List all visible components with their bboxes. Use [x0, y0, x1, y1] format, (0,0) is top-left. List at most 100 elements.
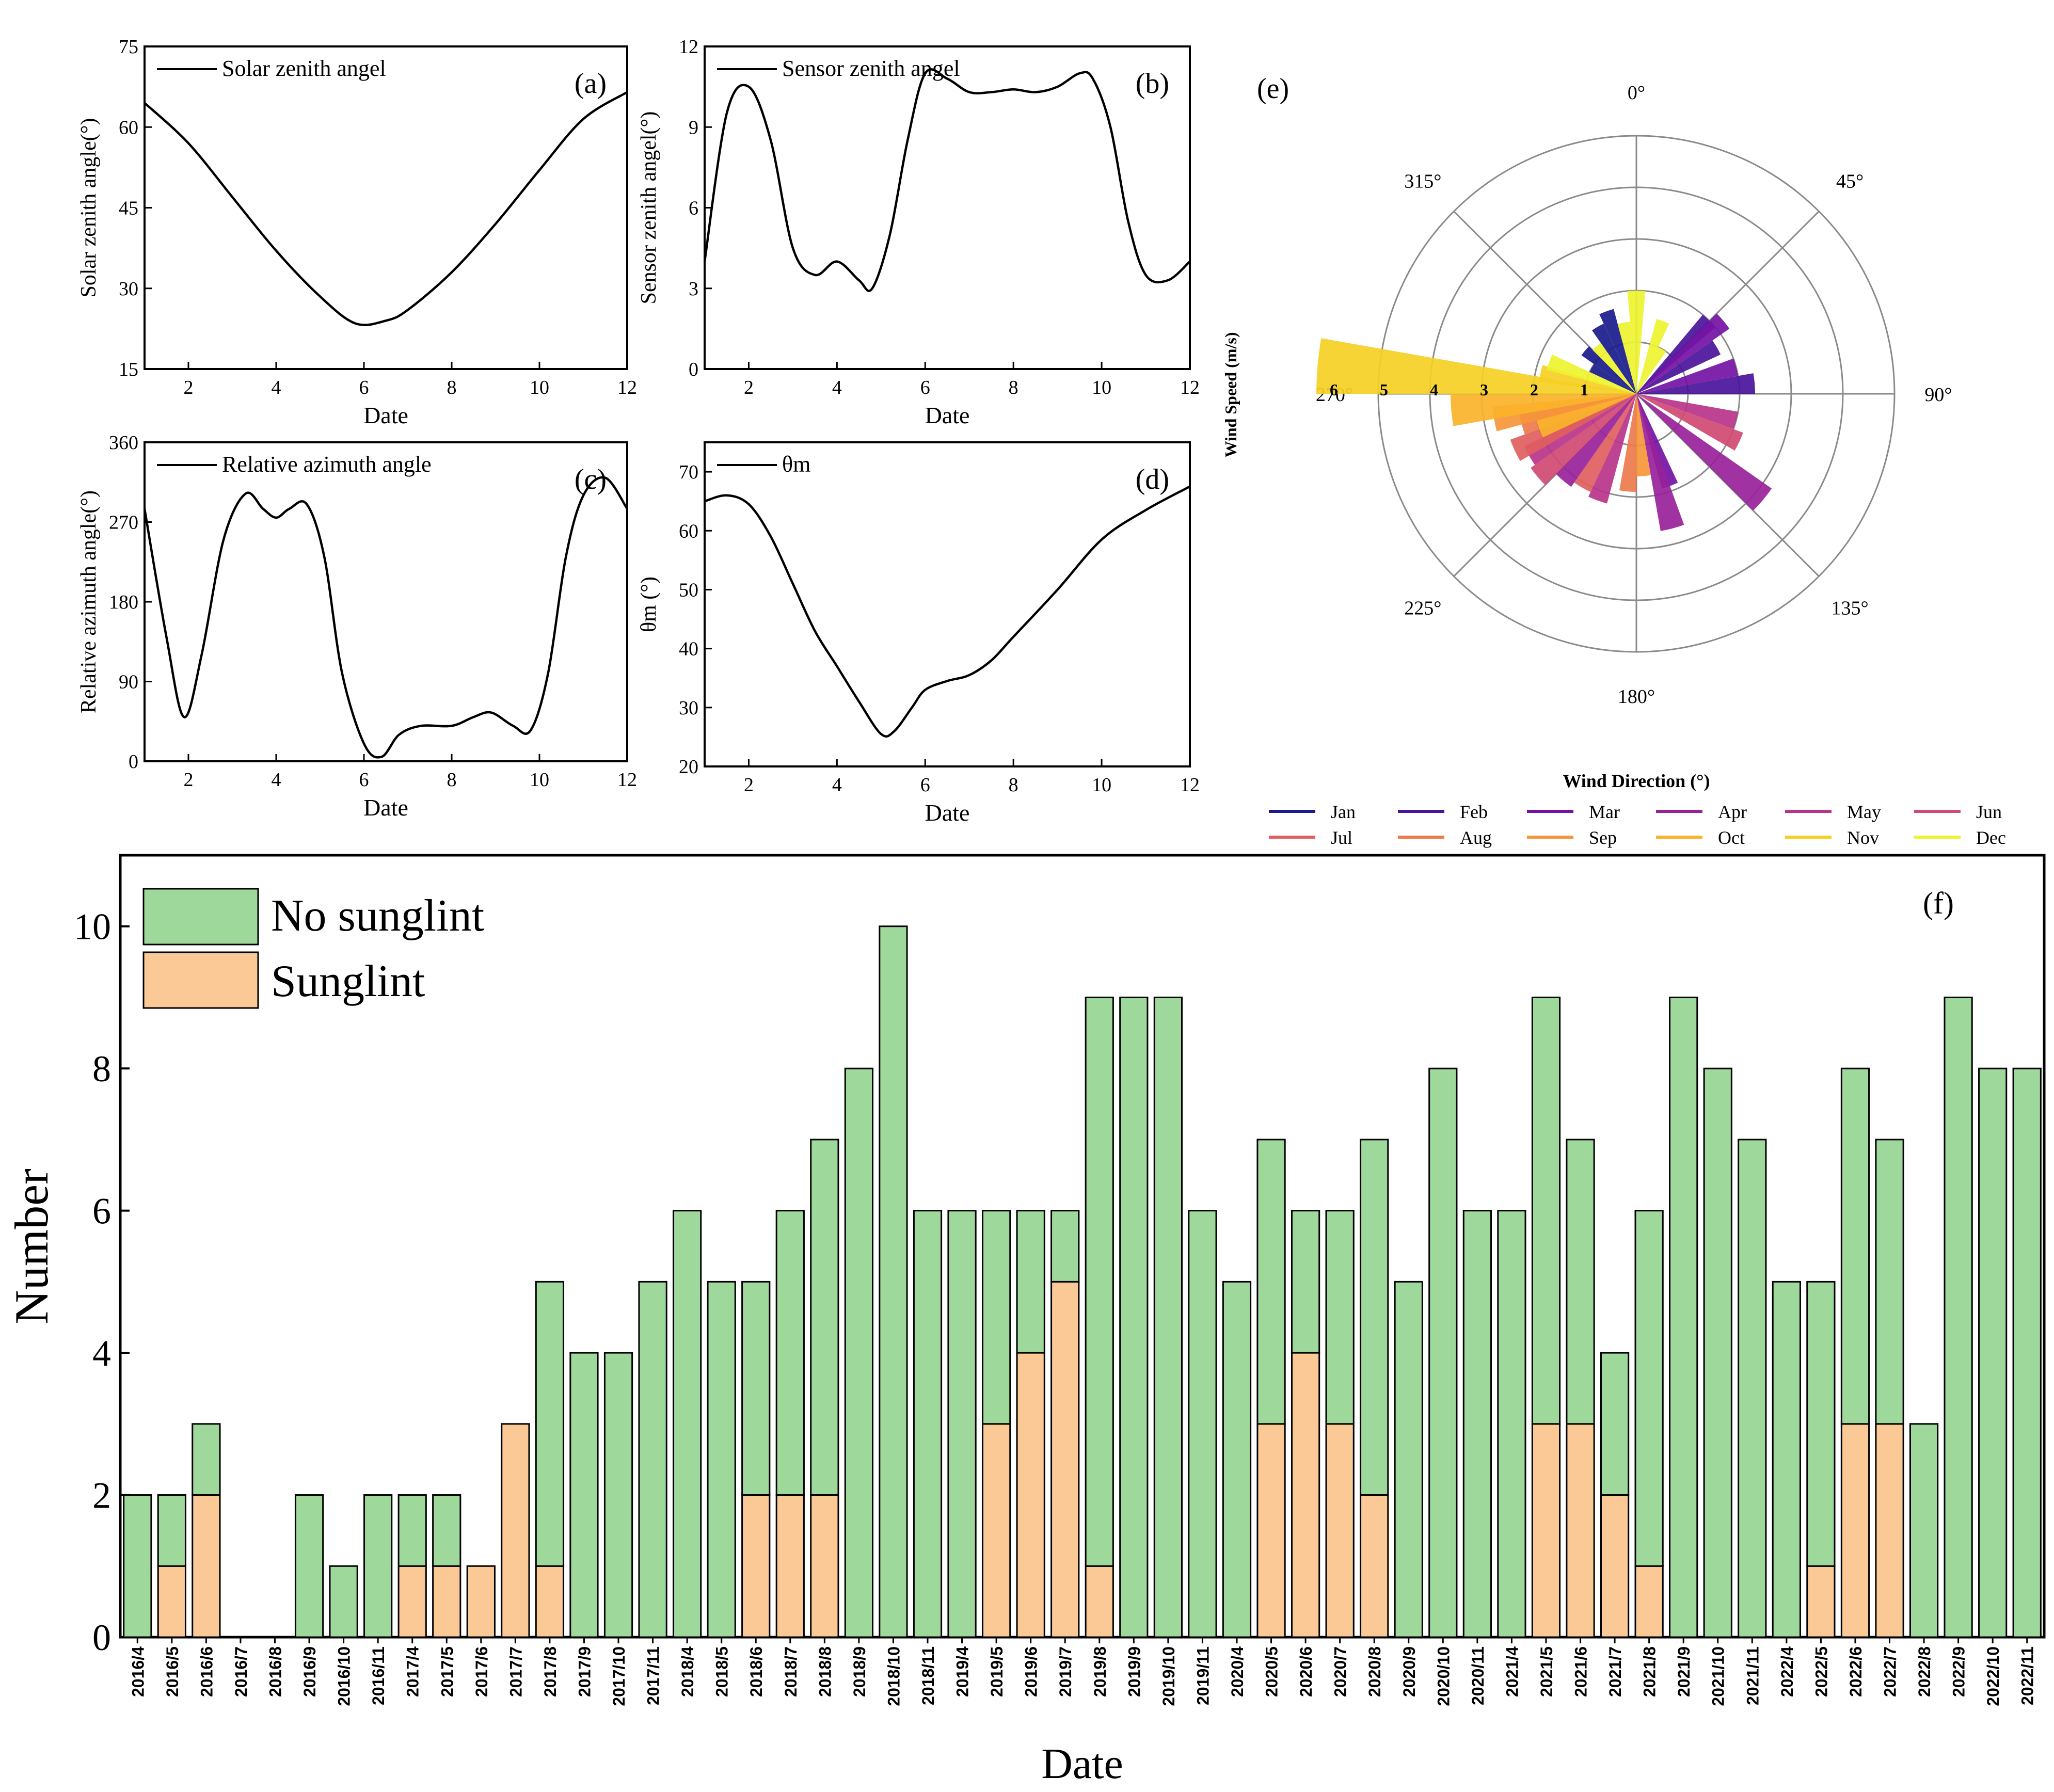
x-tick-label: 10	[1092, 774, 1111, 796]
wind-bar-oct	[1451, 394, 1636, 426]
bar-no-sunglint	[844, 1067, 874, 1638]
y-tick-label: 0	[92, 1617, 111, 1658]
wind-bar-feb	[1636, 373, 1755, 394]
bar-sunglint	[1875, 1423, 1904, 1638]
radial-tick-label: 4	[1430, 380, 1438, 399]
bar-sunglint	[810, 1494, 839, 1638]
x-axis-title: Date	[925, 402, 970, 428]
x-tick-label: 2017/9	[575, 1646, 594, 1697]
y-tick-label: 2	[92, 1475, 111, 1516]
bar-no-sunglint	[1806, 1281, 1836, 1567]
y-axis-title: Sensor zenith angel(°)	[637, 111, 661, 305]
legend-label: No sunglint	[271, 891, 484, 941]
x-tick-label: 2017/5	[438, 1646, 456, 1697]
y-tick-label: 90	[119, 671, 138, 693]
x-tick-label: 6	[920, 774, 930, 796]
wind-bar-aug	[1619, 394, 1636, 492]
bar-no-sunglint	[1703, 1067, 1732, 1638]
bar-sunglint	[1325, 1423, 1355, 1638]
y-tick-label: 4	[92, 1333, 111, 1374]
x-tick-label: 2019/9	[1125, 1646, 1143, 1697]
bar-sunglint	[775, 1494, 805, 1638]
x-tick-label: 2020/5	[1263, 1646, 1281, 1697]
bar-no-sunglint	[775, 1210, 805, 1496]
x-tick-label: 2017/7	[506, 1646, 525, 1697]
angle-label: 315°	[1404, 170, 1441, 192]
bar-sunglint	[1600, 1494, 1630, 1638]
y-tick-label: 0	[129, 751, 138, 773]
x-tick-label: 2018/8	[816, 1646, 834, 1697]
angle-label: 90°	[1924, 384, 1952, 406]
x-tick-label: 2016/9	[300, 1646, 319, 1697]
panel-e-wind-rose: (e) 0°45°90°135°180°225°270°315°123456Win…	[1221, 73, 2006, 848]
bar-sunglint	[466, 1565, 496, 1638]
wind-bar-dec	[1617, 322, 1636, 394]
bar-no-sunglint	[1772, 1281, 1801, 1638]
legend-label: Sunglint	[271, 956, 425, 1006]
series-line	[704, 485, 1191, 738]
bar-sunglint	[1291, 1352, 1320, 1638]
x-tick-label: 2018/11	[919, 1646, 937, 1705]
x-tick-label: 2019/5	[988, 1646, 1006, 1697]
x-tick-label: 2020/4	[1228, 1646, 1247, 1697]
y-tick-label: 70	[679, 461, 698, 483]
x-tick-label: 2021/4	[1503, 1646, 1521, 1697]
x-tick-label: 2019/4	[953, 1646, 972, 1697]
x-tick-label: 2016/8	[266, 1646, 284, 1697]
x-tick-label: 2022/6	[1846, 1646, 1865, 1697]
bar-no-sunglint	[1497, 1210, 1526, 1638]
y-tick-label: 60	[679, 520, 698, 542]
x-tick-label: 2020/10	[1434, 1646, 1453, 1706]
x-tick-label: 2022/4	[1778, 1646, 1796, 1697]
y-axis-title: Solar zenith angle(°)	[77, 118, 101, 298]
bar-sunglint	[157, 1565, 186, 1638]
wind-bar-jan	[1599, 309, 1636, 394]
x-tick-label: 4	[832, 774, 842, 796]
x-tick-label: 2016/11	[369, 1646, 388, 1705]
x-tick-label: 8	[447, 769, 457, 791]
x-tick-label: 2022/9	[1950, 1646, 1968, 1697]
wind-bar-feb	[1636, 340, 1721, 394]
x-tick-label: 2018/5	[713, 1646, 731, 1697]
wind-bar-dec	[1627, 291, 1646, 394]
x-tick-label: 2020/11	[1469, 1646, 1487, 1705]
bar-sunglint	[501, 1423, 530, 1638]
x-tick-label: 2016/5	[163, 1646, 182, 1697]
bar-no-sunglint	[1738, 1139, 1767, 1638]
bar-no-sunglint	[2012, 1067, 2042, 1638]
x-tick-label: 2	[184, 377, 194, 398]
angle-label: 180°	[1618, 686, 1655, 708]
x-tick-label: 8	[447, 377, 457, 398]
wind-bar-jan	[1592, 324, 1636, 394]
panel-label: (c)	[575, 463, 607, 495]
legend-month-label: Aug	[1460, 827, 1492, 848]
panel-label: (b)	[1136, 68, 1169, 100]
wind-bar-oct	[1536, 394, 1636, 438]
wind-bar-mar	[1636, 358, 1738, 394]
bar-no-sunglint	[1256, 1139, 1286, 1425]
bar-no-sunglint	[1875, 1139, 1904, 1425]
x-tick-label: 8	[1009, 377, 1018, 398]
y-axis-title: Number	[5, 1169, 58, 1324]
bar-no-sunglint	[432, 1494, 461, 1567]
series-line	[143, 476, 628, 759]
x-tick-label: 2019/11	[1193, 1646, 1212, 1705]
wind-bar-jan	[1581, 346, 1636, 394]
x-tick-label: 2	[744, 377, 754, 398]
bar-sunglint	[432, 1565, 461, 1638]
legend-month-label: Nov	[1847, 827, 1879, 848]
y-tick-label: 180	[109, 591, 138, 613]
radial-tick-label: 3	[1480, 380, 1488, 399]
x-axis-title: Date	[363, 402, 408, 428]
y-tick-label: 50	[679, 579, 698, 601]
legend-label: Relative azimuth angle	[222, 452, 432, 477]
bar-sunglint	[1840, 1423, 1870, 1638]
x-axis-title: Date	[1041, 1740, 1123, 1788]
y-tick-label: 360	[109, 432, 138, 454]
panel-label: (a)	[575, 68, 607, 100]
wind-bar-jul	[1510, 394, 1636, 461]
y-tick-label: 12	[679, 36, 698, 58]
angle-label: 135°	[1832, 598, 1869, 619]
bar-sunglint	[1016, 1352, 1045, 1638]
y-tick-label: 6	[92, 1191, 111, 1232]
